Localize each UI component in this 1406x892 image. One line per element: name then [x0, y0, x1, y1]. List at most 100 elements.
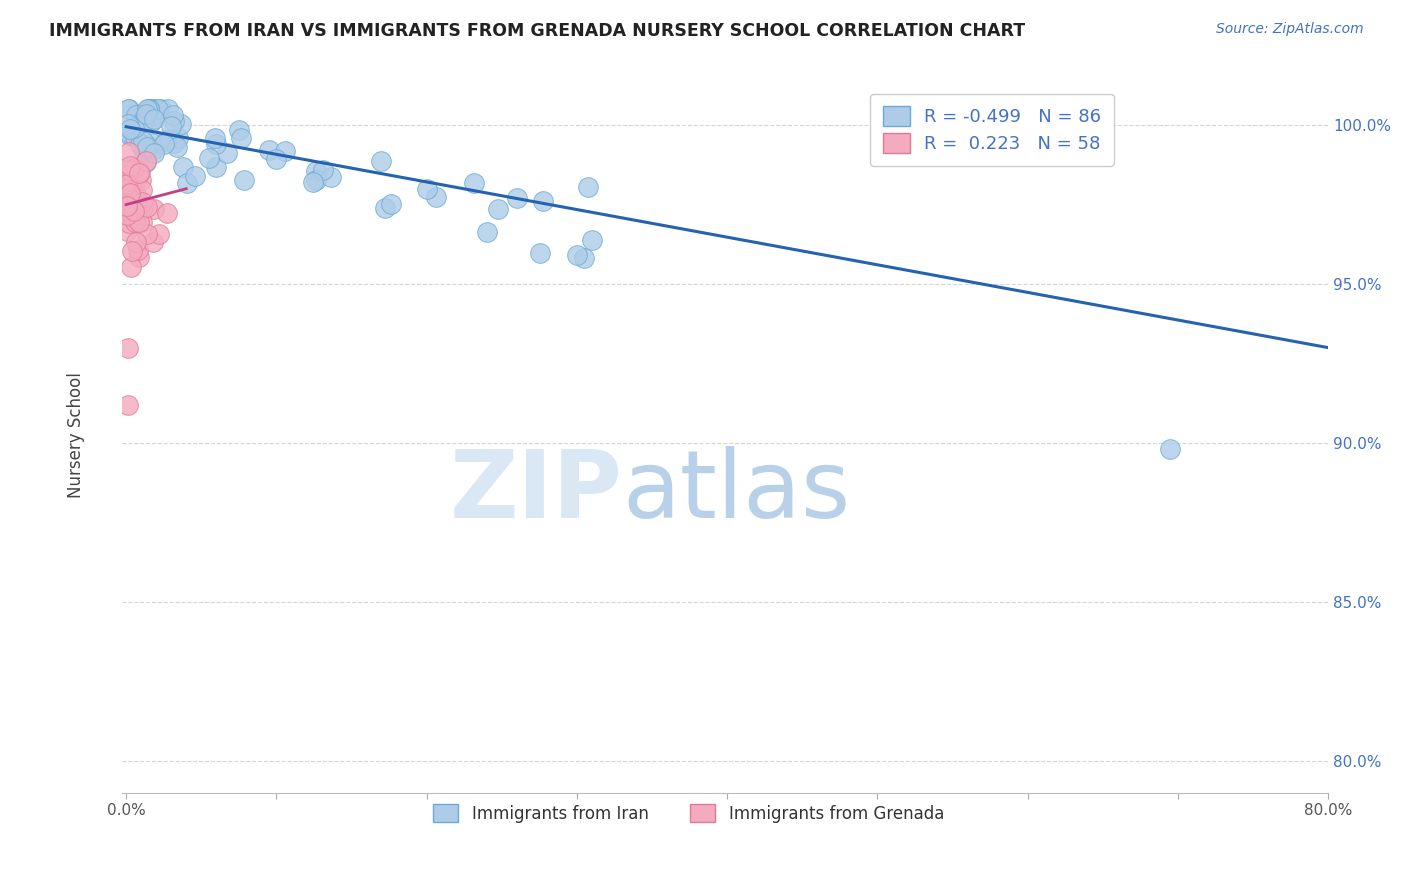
- Point: [132, 112, 155, 127]
- Point: [121, 210, 143, 224]
- Point: [139, 114, 162, 128]
- Point: [135, 200, 157, 214]
- Point: [115, 208, 138, 222]
- Point: [370, 154, 392, 169]
- Point: [141, 136, 163, 151]
- Point: [228, 123, 250, 137]
- Point: [259, 144, 281, 158]
- Point: [132, 115, 155, 129]
- Point: [132, 145, 155, 159]
- Point: [118, 145, 141, 159]
- Point: [117, 181, 139, 195]
- Point: [125, 211, 148, 226]
- Point: [121, 198, 143, 212]
- Point: [115, 199, 138, 213]
- Point: [124, 127, 146, 141]
- Point: [115, 168, 138, 182]
- Point: [576, 180, 599, 194]
- Point: [124, 130, 146, 145]
- Point: [131, 194, 153, 209]
- Point: [120, 180, 142, 194]
- Point: [115, 224, 138, 238]
- Point: [122, 161, 145, 175]
- Point: [120, 178, 142, 192]
- Point: [170, 118, 193, 132]
- Point: [127, 171, 149, 186]
- Point: [160, 119, 183, 133]
- Point: [142, 146, 165, 161]
- Text: ZIP: ZIP: [450, 446, 623, 538]
- Point: [145, 108, 167, 122]
- Point: [124, 235, 146, 249]
- Point: [124, 196, 146, 211]
- Point: [117, 102, 139, 116]
- Point: [124, 205, 146, 219]
- Point: [138, 102, 160, 116]
- Point: [506, 191, 529, 205]
- Point: [463, 177, 485, 191]
- Point: [380, 197, 402, 211]
- Point: [572, 251, 595, 265]
- Point: [128, 202, 150, 217]
- Point: [205, 160, 228, 174]
- Point: [115, 208, 138, 222]
- Point: [167, 130, 190, 145]
- Point: [141, 102, 163, 116]
- Point: [128, 112, 150, 126]
- Point: [305, 173, 328, 187]
- Point: [118, 186, 141, 200]
- Point: [266, 153, 288, 167]
- Point: [205, 136, 228, 151]
- Point: [135, 227, 157, 242]
- Point: [274, 144, 297, 158]
- Point: [153, 136, 176, 151]
- Point: [166, 140, 188, 154]
- Legend: Immigrants from Iran, Immigrants from Grenada: Immigrants from Iran, Immigrants from Gr…: [422, 792, 956, 834]
- Point: [131, 183, 153, 197]
- Point: [172, 160, 194, 174]
- Point: [143, 202, 166, 216]
- Point: [129, 165, 152, 179]
- Point: [312, 162, 335, 177]
- Point: [131, 134, 153, 148]
- Point: [486, 202, 509, 216]
- Point: [163, 136, 186, 150]
- Point: [128, 215, 150, 229]
- Point: [143, 112, 166, 127]
- Point: [118, 128, 141, 142]
- Point: [163, 114, 186, 128]
- Point: [118, 217, 141, 231]
- Point: [136, 102, 159, 116]
- Point: [146, 102, 169, 116]
- Point: [143, 102, 166, 116]
- Point: [125, 188, 148, 202]
- Text: Source: ZipAtlas.com: Source: ZipAtlas.com: [1216, 22, 1364, 37]
- Point: [176, 176, 198, 190]
- Point: [156, 102, 179, 116]
- Point: [131, 215, 153, 229]
- Point: [121, 244, 143, 258]
- Point: [135, 140, 157, 154]
- Point: [134, 106, 156, 120]
- Point: [115, 177, 138, 191]
- Point: [204, 131, 226, 145]
- Point: [117, 197, 139, 211]
- Point: [122, 208, 145, 222]
- Point: [138, 102, 160, 116]
- Point: [128, 250, 150, 264]
- Point: [155, 206, 177, 220]
- Point: [1159, 442, 1181, 457]
- Point: [531, 194, 554, 209]
- Point: [118, 194, 141, 208]
- Point: [122, 120, 145, 135]
- Text: atlas: atlas: [623, 446, 851, 538]
- Point: [425, 190, 447, 204]
- Point: [117, 341, 139, 355]
- Point: [143, 142, 166, 156]
- Point: [157, 132, 180, 146]
- Point: [135, 154, 157, 169]
- Point: [124, 202, 146, 216]
- Point: [127, 113, 149, 128]
- Point: [122, 202, 145, 216]
- Point: [475, 225, 498, 239]
